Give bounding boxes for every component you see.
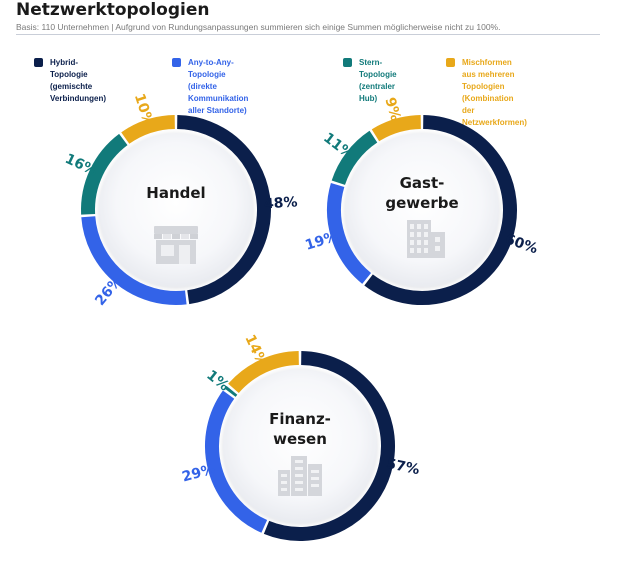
legend-label-stern: Stern-Topologie (zentraler Hub) — [359, 58, 397, 103]
slice-hybrid — [177, 115, 271, 305]
donut-3: 57%29%1%14%Finanz-wesen — [180, 332, 421, 541]
legend-swatch-any-to-any — [172, 58, 181, 67]
donut-center-3 — [223, 369, 377, 523]
data-label-hybrid: 48% — [264, 194, 298, 212]
data-label-any-to-any: 29% — [180, 461, 217, 485]
donut-2: 60%19%11%9%Gast-gewerbe — [303, 96, 540, 305]
data-label-mischformen: 10% — [131, 92, 157, 129]
data-label-mischformen: 9% — [381, 96, 403, 123]
data-label-mischformen: 14% — [241, 332, 270, 369]
donut-title-3: wesen — [273, 430, 327, 448]
donut-center-2 — [345, 133, 499, 287]
data-label-stern: 16% — [62, 151, 99, 180]
building-icon — [407, 220, 445, 258]
slice-any-to-any — [205, 390, 268, 533]
slice-any-to-any — [327, 183, 372, 284]
donut-1: 48%26%16%10%Handel — [62, 92, 298, 309]
slice-hybrid — [263, 351, 395, 541]
office-buildings-icon — [278, 456, 322, 496]
donut-center-1 — [99, 133, 253, 287]
data-label-hybrid: 60% — [503, 231, 540, 257]
slice-mischformen — [228, 351, 300, 394]
data-label-hybrid: 57% — [385, 456, 421, 478]
legend-swatch-hybrid — [34, 58, 43, 67]
slice-stern — [224, 385, 238, 397]
donut-title-1: Handel — [146, 184, 205, 202]
legend-label-any-to-any: Any-to-Any-Topologie (direkte Kommunikat… — [188, 58, 249, 115]
donut-title-3: Finanz- — [269, 410, 331, 428]
slice-any-to-any — [81, 216, 187, 305]
slice-mischformen — [371, 115, 422, 142]
slice-stern — [81, 133, 128, 215]
slice-hybrid — [364, 115, 517, 305]
chart-subtitle: Basis: 110 Unternehmen | Aufgrund von Ru… — [16, 22, 501, 32]
chart-title: Netzwerktopologien — [16, 0, 210, 20]
slice-mischformen — [121, 115, 176, 144]
data-label-any-to-any: 19% — [303, 229, 340, 254]
legend-label-mischformen: Mischformen aus mehreren Topologien (Kom… — [462, 58, 527, 127]
slice-stern — [331, 130, 378, 186]
legend-swatch-mischformen — [446, 58, 455, 67]
legend-label-hybrid: Hybrid-Topologie (gemischte Verbindungen… — [50, 58, 106, 103]
legend-swatch-stern — [343, 58, 352, 67]
donut-title-2: Gast- — [400, 174, 445, 192]
title-divider — [16, 34, 600, 35]
store-icon — [154, 226, 198, 264]
donut-title-2: gewerbe — [385, 194, 458, 212]
